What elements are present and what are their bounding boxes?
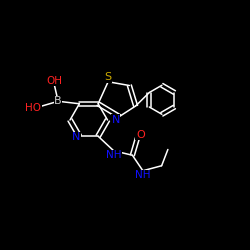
- Text: N: N: [72, 132, 80, 142]
- Text: O: O: [136, 130, 145, 140]
- Text: B: B: [54, 96, 62, 106]
- Text: N: N: [112, 114, 120, 124]
- Text: S: S: [104, 72, 112, 82]
- Text: NH: NH: [106, 150, 121, 160]
- Text: OH: OH: [46, 76, 62, 86]
- Text: HO: HO: [25, 102, 41, 113]
- Text: NH: NH: [135, 170, 150, 180]
